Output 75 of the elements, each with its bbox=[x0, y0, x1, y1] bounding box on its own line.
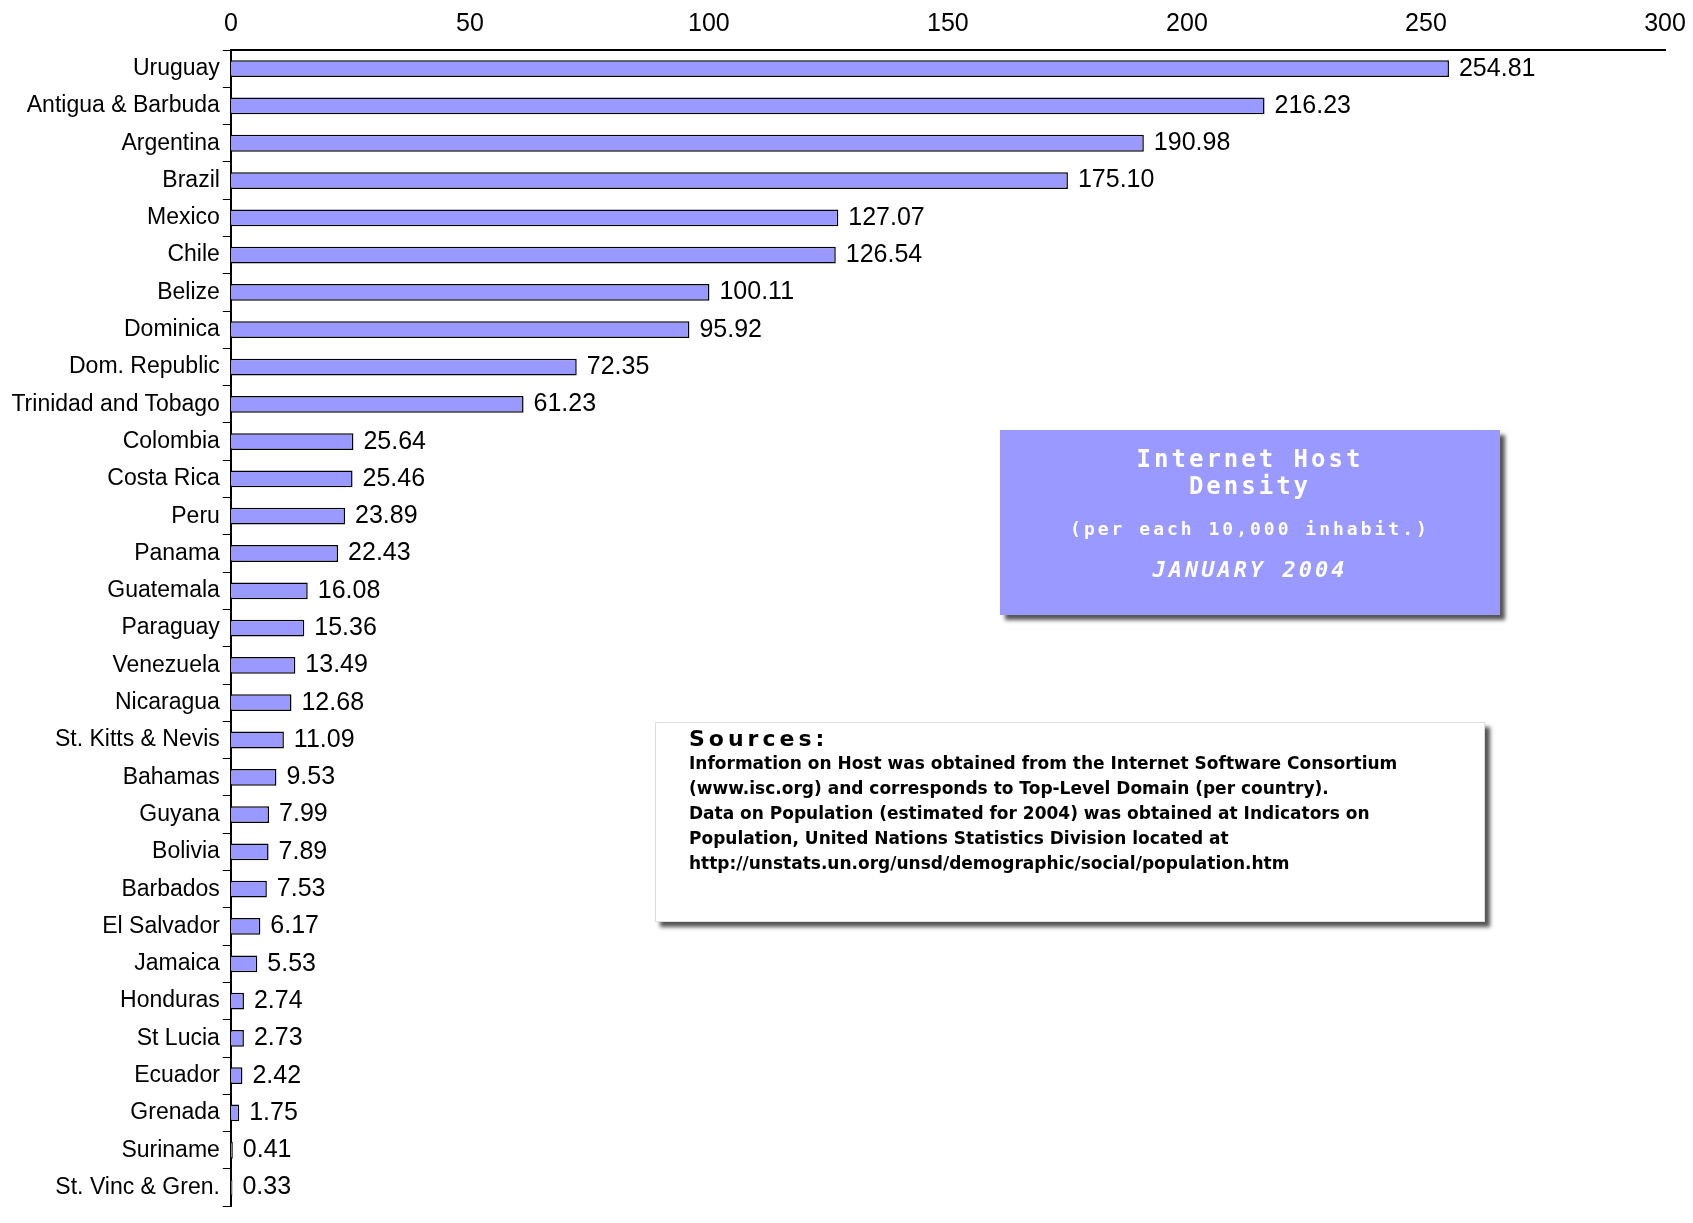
data-label: 22.43 bbox=[348, 537, 411, 566]
y-tick-label: Antigua & Barbuda bbox=[26, 91, 221, 118]
x-tick-label: 200 bbox=[1166, 7, 1208, 36]
y-tick-label: Peru bbox=[171, 501, 220, 528]
y-tick-label: Nicaragua bbox=[115, 688, 221, 715]
annotation: Sources: bbox=[689, 726, 830, 751]
x-tick-label: 250 bbox=[1405, 7, 1447, 36]
y-tick-label: Venezuela bbox=[112, 650, 221, 677]
data-label: 9.53 bbox=[286, 761, 336, 790]
data-label: 0.33 bbox=[242, 1171, 292, 1200]
y-tick-label: Panama bbox=[134, 538, 221, 565]
data-label: 61.23 bbox=[533, 388, 597, 417]
y-tick-label: Trinidad and Tobago bbox=[11, 389, 220, 416]
y-tick-label: Jamaica bbox=[134, 949, 221, 976]
y-tick-label: Grenada bbox=[130, 1098, 221, 1125]
y-tick-label: Colombia bbox=[122, 426, 221, 453]
y-tick-label: Belize bbox=[157, 277, 220, 304]
x-tick-label: 100 bbox=[688, 7, 730, 36]
y-tick-label: Brazil bbox=[162, 165, 220, 192]
x-tick-label: 300 bbox=[1644, 7, 1686, 36]
y-tick-label: Barbados bbox=[121, 874, 220, 901]
data-label: 7.89 bbox=[278, 835, 328, 864]
y-tick-label: Guyana bbox=[139, 799, 221, 826]
data-label: 7.99 bbox=[279, 798, 328, 827]
y-tick-label: Guatemala bbox=[107, 576, 221, 603]
data-label: 11.09 bbox=[293, 723, 355, 752]
data-label: 2.74 bbox=[253, 984, 303, 1013]
x-tick-label: 150 bbox=[927, 7, 969, 36]
data-label: 2.42 bbox=[252, 1059, 302, 1088]
data-label: 16.08 bbox=[317, 574, 381, 603]
data-label: 13.49 bbox=[305, 649, 368, 678]
annotation: Data on Population (estimated for 2004) was obtained at Indicators on Population, United Nations Statistics Division located at http://unstats.un.org/unsd/demographic/social/population.htm bbox=[689, 802, 1371, 875]
annotation: JANUARY 2004 bbox=[1151, 557, 1349, 582]
y-tick-label: Paraguay bbox=[121, 613, 221, 640]
y-tick-label: Bolivia bbox=[152, 837, 221, 864]
data-label: 127.07 bbox=[848, 201, 925, 230]
y-tick-label: Argentina bbox=[121, 128, 221, 155]
y-tick-label: Dom. Republic bbox=[69, 352, 220, 379]
data-label: 7.53 bbox=[276, 873, 326, 902]
data-label: 0.41 bbox=[242, 1134, 292, 1163]
y-tick-label: St. Kitts & Nevis bbox=[54, 725, 220, 752]
x-tick-label: 50 bbox=[455, 7, 484, 36]
y-tick-label: El Salvador bbox=[102, 911, 221, 938]
data-label: 23.89 bbox=[355, 500, 418, 529]
y-tick-label: Uruguay bbox=[132, 53, 221, 80]
y-tick-label: St. Vinc & Gren. bbox=[55, 1172, 220, 1199]
y-tick-label: St Lucia bbox=[136, 1023, 221, 1050]
x-tick-label: 0 bbox=[223, 7, 238, 36]
text: (per each 10,000 inhabit.) bbox=[1069, 518, 1431, 539]
y-tick-label: Chile bbox=[167, 240, 220, 267]
y-tick-label: Ecuador bbox=[134, 1061, 221, 1088]
y-tick-label: Bahamas bbox=[122, 762, 220, 789]
annotation: Information on Host was obtained from the Internet Software Consortium (www.isc.org) and corresponds to Top-Level Domain (per country). bbox=[689, 752, 1399, 800]
data-label: 190.98 bbox=[1153, 127, 1231, 156]
data-label: 25.46 bbox=[362, 462, 426, 491]
data-label: 216.23 bbox=[1274, 89, 1352, 118]
data-label: 2.73 bbox=[253, 1022, 303, 1051]
data-label: 175.10 bbox=[1077, 164, 1155, 193]
data-label: 95.92 bbox=[699, 313, 762, 342]
y-tick-label: Costa Rica bbox=[107, 464, 221, 491]
y-tick-label: Suriname bbox=[121, 1135, 220, 1162]
text: Internet Host Density bbox=[1135, 445, 1365, 500]
data-label: 254.81 bbox=[1458, 52, 1536, 81]
y-tick-label: Mexico bbox=[146, 203, 220, 230]
data-label: 100.11 bbox=[719, 276, 795, 305]
data-label: 6.17 bbox=[270, 910, 320, 939]
data-label: 72.35 bbox=[586, 350, 650, 379]
data-label: 25.64 bbox=[363, 425, 427, 454]
data-label: 1.75 bbox=[249, 1096, 298, 1125]
data-label: 5.53 bbox=[267, 947, 316, 976]
data-label: 12.68 bbox=[301, 686, 365, 715]
data-label: 126.54 bbox=[845, 239, 923, 268]
data-label: 15.36 bbox=[314, 611, 377, 640]
y-tick-label: Dominica bbox=[123, 315, 221, 342]
y-tick-label: Honduras bbox=[120, 986, 220, 1013]
